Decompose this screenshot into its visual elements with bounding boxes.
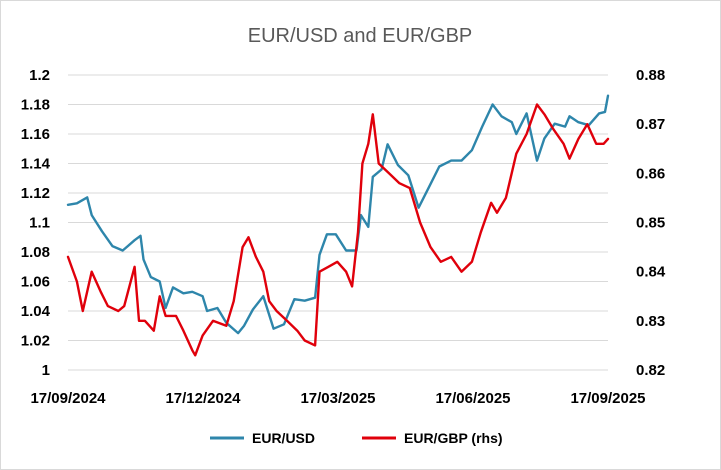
- y-left-tick-label: 1.06: [21, 274, 50, 291]
- y-left-tick-label: 1.1: [29, 215, 50, 232]
- y-right-tick-label: 0.84: [636, 264, 666, 281]
- x-tick-label: 17/09/2024: [30, 390, 106, 407]
- x-axis: 17/09/2024 17/12/2024 17/03/2025 17/06/2025…: [30, 390, 645, 407]
- y-left-tick-label: 1: [42, 362, 50, 379]
- x-tick-label: 17/03/2025: [300, 390, 375, 407]
- y-left-tick-label: 1.2: [29, 67, 50, 84]
- y-right-tick-label: 0.86: [636, 165, 665, 182]
- chart-title: EUR/USD and EUR/GBP: [248, 25, 473, 47]
- y-right-tick-label: 0.83: [636, 313, 665, 330]
- y-left-axis: 1 1.02 1.04 1.06 1.08 1.1 1.12 1.14 1.16 1.18 1.2: [21, 67, 51, 379]
- gridlines: [68, 74, 608, 371]
- series-line-eur-gbp: [66, 103, 610, 357]
- x-tick-label: 17/09/2025: [570, 390, 645, 407]
- legend-label: EUR/USD: [252, 430, 315, 446]
- y-right-tick-label: 0.88: [636, 67, 665, 84]
- y-left-tick-label: 1.16: [21, 126, 50, 143]
- y-left-tick-label: 1.08: [21, 244, 50, 261]
- x-tick-label: 17/06/2025: [435, 390, 510, 407]
- y-left-tick-label: 1.18: [21, 97, 50, 114]
- y-right-tick-label: 0.85: [636, 215, 665, 232]
- legend-label: EUR/GBP (rhs): [404, 430, 503, 446]
- y-right-axis: 0.82 0.83 0.84 0.85 0.86 0.87 0.88: [636, 67, 666, 379]
- series-line-eur-usd: [66, 94, 610, 335]
- y-right-tick-label: 0.82: [636, 362, 665, 379]
- y-left-tick-label: 1.02: [21, 333, 50, 350]
- y-left-tick-label: 1.12: [21, 185, 50, 202]
- x-tick-label: 17/12/2024: [165, 390, 241, 407]
- y-left-tick-label: 1.04: [21, 303, 51, 320]
- legend: EUR/USD EUR/GBP (rhs): [210, 430, 503, 446]
- y-right-tick-label: 0.87: [636, 116, 665, 133]
- series-lines: [66, 94, 610, 357]
- y-left-tick-label: 1.14: [21, 156, 51, 173]
